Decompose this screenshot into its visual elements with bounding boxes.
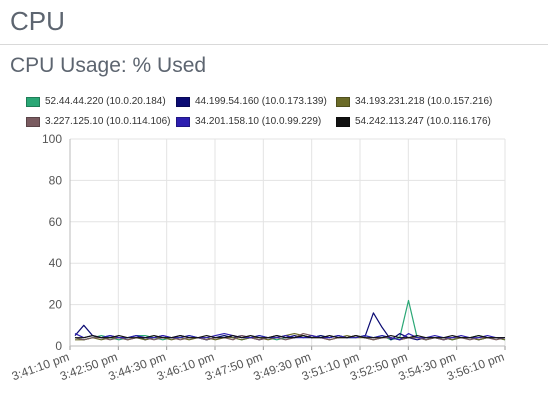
legend-label: 34.193.231.218 (10.0.157.216) — [355, 96, 493, 107]
legend-item[interactable]: 52.44.44.220 (10.0.20.184) — [26, 96, 166, 107]
y-tick-label: 60 — [49, 215, 63, 229]
y-tick-label: 100 — [42, 132, 62, 146]
legend-item[interactable]: 34.193.231.218 (10.0.157.216) — [336, 96, 492, 107]
legend-label: 3.227.125.10 (10.0.114.106) — [45, 116, 171, 127]
series-line-1 — [74, 299, 506, 341]
legend-item[interactable]: 3.227.125.10 (10.0.114.106) — [26, 116, 170, 127]
legend-label: 44.199.54.160 (10.0.173.139) — [195, 96, 327, 107]
y-tick-label: 0 — [55, 339, 62, 353]
legend-swatch — [336, 116, 350, 127]
y-tick-label: 20 — [49, 298, 63, 312]
section-title: CPU — [10, 6, 65, 36]
legend-label: 52.44.44.220 (10.0.20.184) — [45, 96, 166, 107]
chart-title: CPU Usage: % Used — [10, 54, 207, 77]
y-tick-label: 80 — [49, 173, 63, 187]
legend-item[interactable]: 44.199.54.160 (10.0.173.139) — [176, 96, 327, 107]
legend-label: 54.242.113.247 (10.0.116.176) — [355, 116, 491, 127]
legend-swatch — [26, 96, 40, 107]
legend-swatch — [176, 116, 190, 127]
y-tick-label: 40 — [49, 256, 63, 270]
legend-item[interactable]: 54.242.113.247 (10.0.116.176) — [336, 116, 491, 127]
legend-label: 34.201.158.10 (10.0.99.229) — [195, 116, 322, 127]
legend-swatch — [26, 116, 40, 127]
legend-swatch — [336, 96, 350, 107]
divider — [0, 44, 548, 45]
legend-item[interactable]: 34.201.158.10 (10.0.99.229) — [176, 116, 321, 127]
series-line-6 — [75, 335, 505, 339]
legend-swatch — [176, 96, 190, 107]
